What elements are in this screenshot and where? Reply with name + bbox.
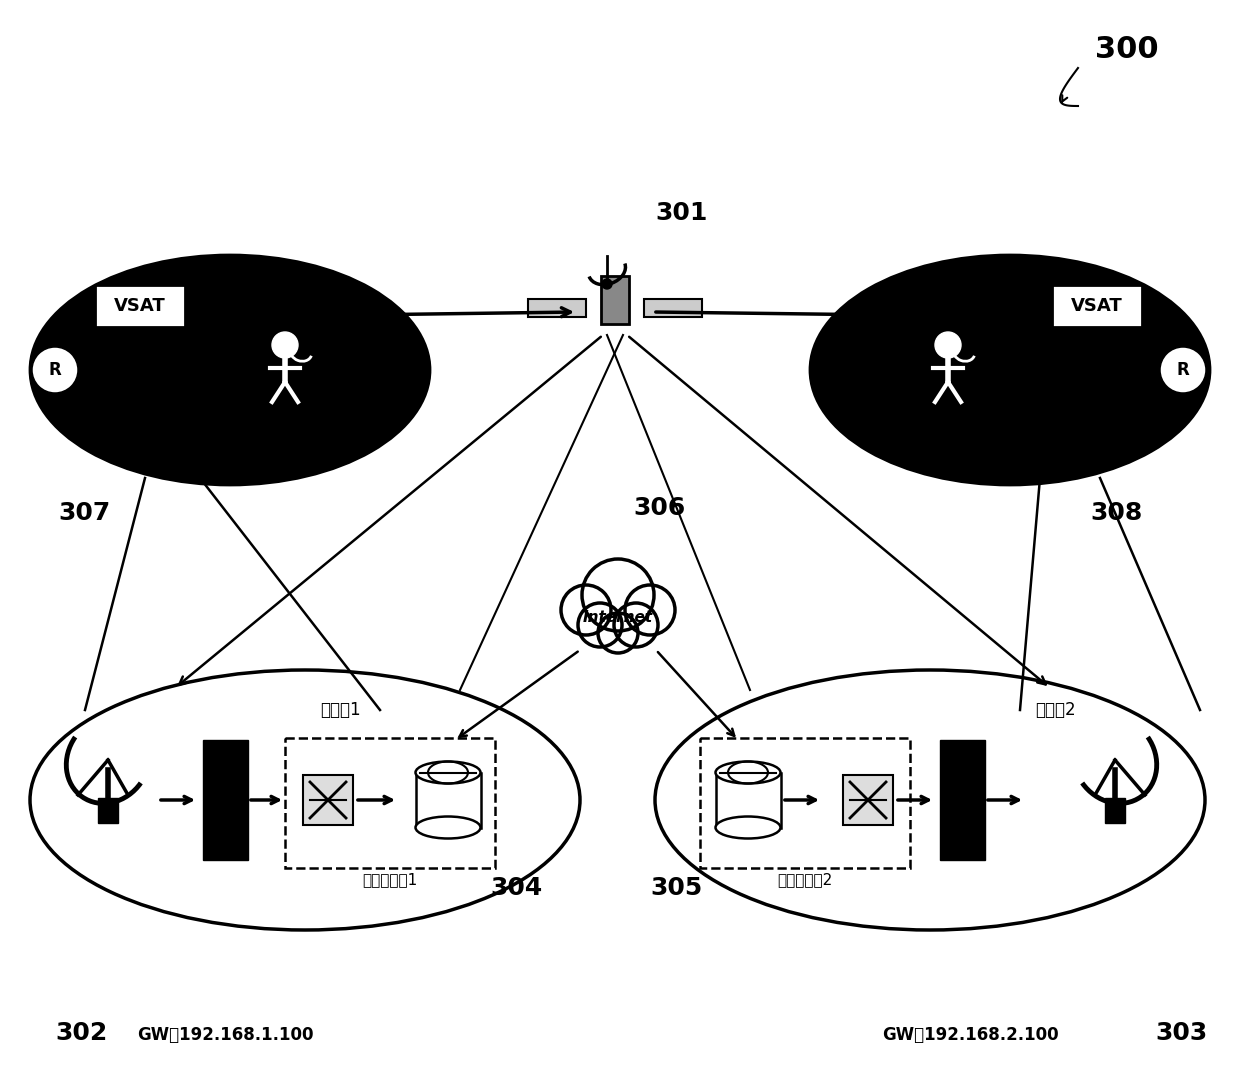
Circle shape [601,279,613,289]
Bar [843,775,893,825]
Bar [285,738,495,868]
Text: 306: 306 [632,496,686,520]
Text: 305: 305 [650,876,702,900]
Text: 307: 307 [58,501,110,524]
Text: GW：192.168.1.100: GW：192.168.1.100 [136,1025,314,1044]
Circle shape [614,603,658,647]
Text: 302: 302 [55,1021,107,1045]
Text: VSAT: VSAT [114,297,166,314]
Circle shape [31,346,79,394]
Ellipse shape [655,671,1205,930]
Bar [940,740,985,860]
Bar [528,298,587,317]
Ellipse shape [810,255,1210,485]
Circle shape [625,585,675,635]
Circle shape [272,332,298,358]
Circle shape [578,603,622,647]
Bar [601,276,629,324]
Circle shape [1159,346,1207,394]
Bar [415,773,481,827]
Bar [715,773,780,827]
Text: VSAT: VSAT [1071,297,1123,314]
Bar [98,797,118,823]
Circle shape [560,585,611,635]
Text: GW：192.168.2.100: GW：192.168.2.100 [882,1025,1058,1044]
Bar [1052,285,1142,327]
Ellipse shape [415,761,481,784]
Text: R: R [48,361,61,379]
Text: 304: 304 [490,876,542,900]
Ellipse shape [415,817,481,839]
Text: 300: 300 [1095,35,1158,64]
Text: 301: 301 [655,201,707,225]
Bar [202,740,248,860]
Text: 三层交换柁1: 三层交换柁1 [362,872,418,888]
Ellipse shape [715,761,780,784]
Bar [1105,797,1125,823]
Text: 303: 303 [1154,1021,1208,1045]
Text: 308: 308 [1090,501,1142,524]
Circle shape [598,613,639,653]
Circle shape [935,332,961,358]
Text: 信关坹2: 信关坹2 [1034,701,1075,718]
Text: Internet: Internet [583,610,653,625]
Text: 信关坹1: 信关坹1 [320,701,361,718]
Bar [701,738,910,868]
Text: R: R [1177,361,1189,379]
Ellipse shape [30,671,580,930]
Ellipse shape [715,817,780,839]
Circle shape [582,559,653,631]
Bar [303,775,353,825]
Ellipse shape [30,255,430,485]
Bar [95,285,185,327]
Text: 三层交换柁2: 三层交换柁2 [777,872,832,888]
Bar [644,298,702,317]
